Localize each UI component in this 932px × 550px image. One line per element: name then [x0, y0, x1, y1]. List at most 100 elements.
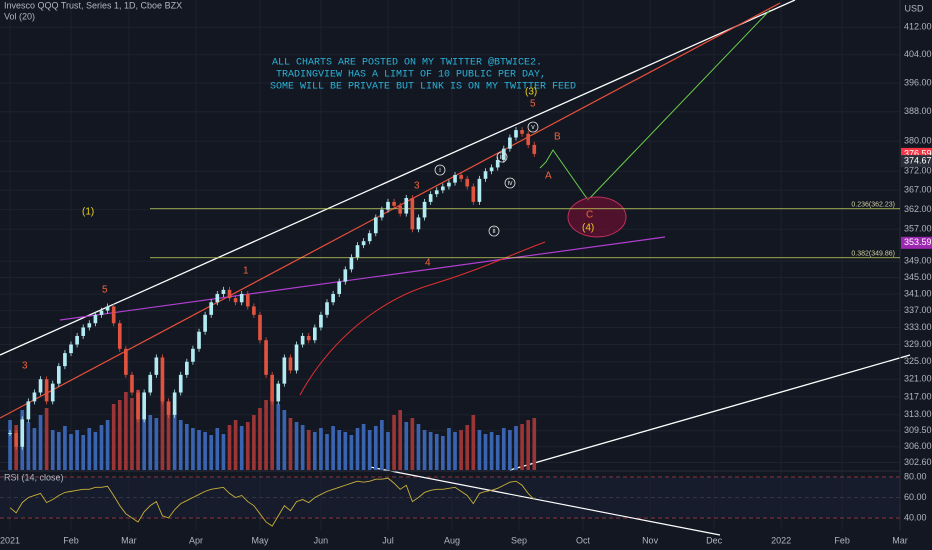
candle: [441, 186, 445, 191]
wave-label: (3): [525, 87, 537, 98]
upper-channel: [0, 0, 796, 356]
note-line: ALL CHARTS ARE POSTED ON MY TWITTER @BTW…: [272, 57, 542, 69]
candle: [258, 314, 262, 341]
candle: [447, 182, 451, 187]
volume-bar: [380, 420, 384, 470]
wave-label: A: [545, 171, 552, 182]
candle: [380, 209, 384, 218]
volume-bar: [508, 430, 512, 470]
candle: [69, 344, 73, 354]
candle: [526, 133, 531, 145]
fib-label: 0.382(349.86): [851, 251, 895, 258]
volume-bar: [184, 424, 189, 470]
candle: [166, 401, 171, 415]
volume-bar: [111, 404, 116, 470]
y-tick-label: 362.00: [904, 204, 932, 214]
candle: [355, 245, 360, 258]
wave-label: v: [531, 124, 535, 131]
x-tick-label: 2021: [0, 535, 20, 545]
candle: [398, 205, 402, 214]
x-tick-label: Mar: [892, 535, 908, 545]
volume-label: Vol (20): [4, 11, 35, 21]
volume-bar: [32, 428, 37, 470]
x-tick-label: 2022: [771, 535, 791, 545]
candle: [331, 293, 335, 303]
volume-bar: [38, 415, 43, 470]
wave-circles: [434, 121, 539, 237]
volume-bar: [197, 430, 201, 470]
symbol: Invesco QQQ Trust, Series 1, 1D, Cboe BZ…: [4, 0, 182, 10]
volume-bar: [434, 434, 439, 470]
candle: [465, 178, 470, 187]
rsi-divergence: [369, 466, 721, 536]
x-tick-label: Jul: [382, 535, 394, 545]
note-line: SOME WILL BE PRIVATE BUT LINK IS ON MY T…: [270, 82, 576, 93]
candle: [343, 269, 348, 282]
volume-bar: [44, 408, 49, 470]
support-line: [59, 236, 666, 321]
candle: [197, 331, 201, 349]
x-tick-label: Mar: [121, 535, 137, 545]
wave-label: 4: [425, 258, 431, 269]
currency: USD: [904, 3, 924, 13]
candle: [38, 379, 43, 393]
volume-bar: [489, 432, 494, 470]
candle: [514, 130, 518, 138]
volume-bar: [483, 434, 488, 470]
candle: [520, 130, 524, 134]
x-tick-label: Dec: [706, 535, 723, 545]
candle: [477, 178, 482, 202]
volume-bar: [26, 422, 31, 470]
volume-bar: [191, 428, 195, 470]
wave-label: C: [586, 210, 593, 221]
volume-bar: [422, 430, 427, 470]
volume-bar: [172, 412, 177, 470]
candle: [191, 348, 195, 362]
target-zone: [567, 196, 627, 238]
wave-label: i: [439, 167, 441, 174]
candle: [294, 344, 299, 371]
volume-bar: [258, 408, 262, 470]
volume-bar: [349, 435, 354, 470]
volume-bar: [428, 432, 433, 470]
candle: [410, 198, 415, 230]
y-tick-label: 341.00: [904, 288, 932, 298]
volume-bar: [276, 404, 281, 470]
candle: [471, 186, 476, 202]
volume-bar: [203, 432, 207, 470]
x-tick-label: Feb: [834, 535, 850, 545]
candle: [105, 306, 110, 311]
candle: [203, 314, 207, 332]
candle: [93, 314, 98, 324]
volume-bar: [221, 434, 226, 470]
y-tick-label: 349.00: [904, 256, 932, 266]
candle: [221, 289, 226, 294]
volume-bar: [294, 422, 299, 470]
volume-bar: [209, 435, 214, 470]
rsi-tick-label: 80.00: [904, 471, 927, 481]
volume-bar: [148, 415, 153, 470]
rsi-band: [0, 477, 900, 518]
volume-bar: [325, 434, 329, 470]
y-tick-label: 321.00: [904, 374, 932, 384]
candle: [154, 357, 159, 375]
candle: [233, 298, 238, 303]
volume-bar: [495, 435, 500, 470]
x-tick-label: Feb: [63, 535, 79, 545]
volume-bar: [264, 400, 268, 470]
wave-label: (1): [82, 207, 94, 218]
candle: [81, 327, 86, 336]
candle: [50, 383, 55, 402]
candle: [26, 401, 31, 420]
x-tick-label: Jun: [314, 535, 329, 545]
candle: [130, 374, 134, 393]
candle: [215, 293, 220, 303]
y-tick-label: 302.60: [904, 457, 932, 467]
volume-bar: [245, 422, 250, 470]
candle: [282, 357, 287, 384]
y-tick-label: 337.00: [904, 305, 932, 315]
candle: [148, 374, 153, 393]
candle: [276, 383, 281, 402]
volume-bar: [398, 410, 402, 470]
note-line: TRADINGVIEW HAS A LIMIT OF 10 PUBLIC PER…: [276, 70, 546, 81]
